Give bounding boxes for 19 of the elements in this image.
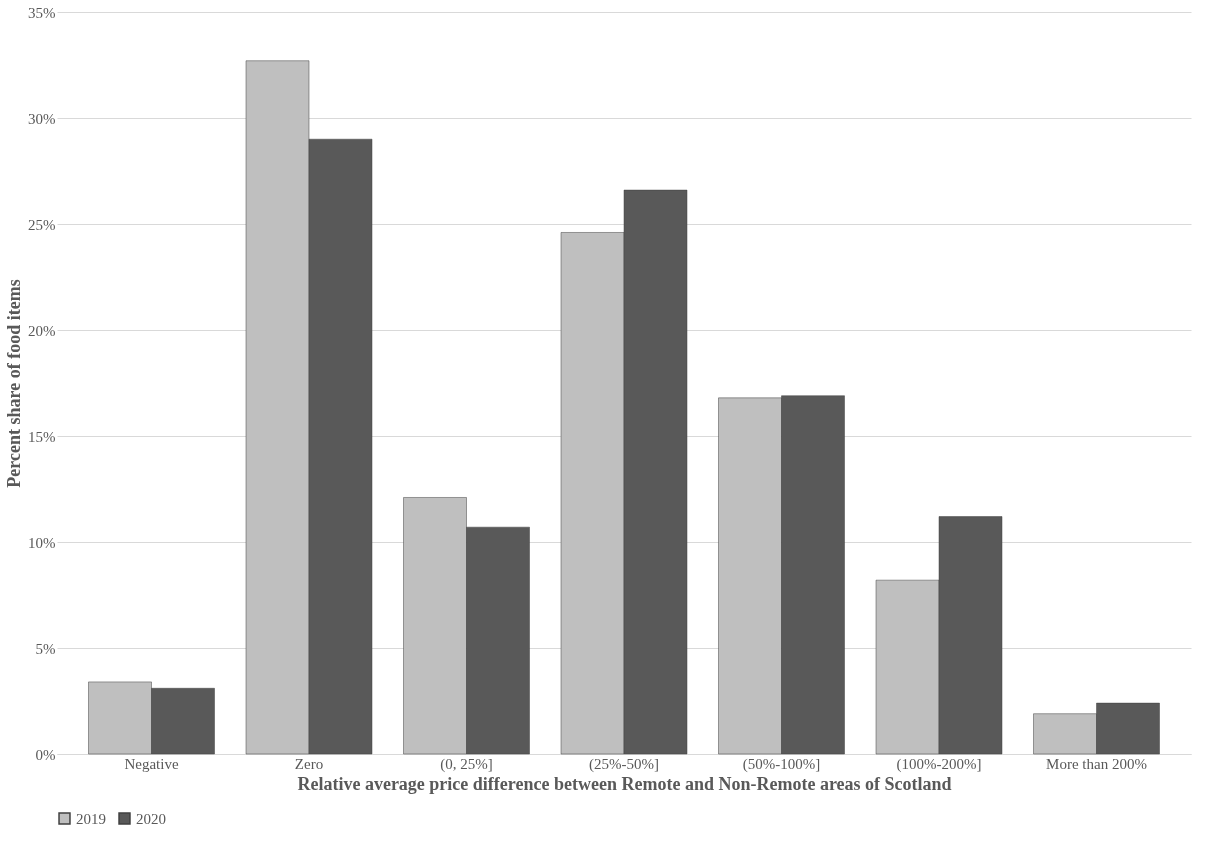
y-tick-label: 10% bbox=[28, 534, 56, 551]
x-tick-label: Zero bbox=[294, 755, 324, 772]
y-tick-label: 5% bbox=[35, 640, 56, 657]
y-axis-title: Percent share of food items bbox=[4, 279, 24, 488]
x-tick-label: (50%-100%] bbox=[742, 755, 821, 773]
y-tick-label: 15% bbox=[28, 428, 56, 445]
x-axis-title: Relative average price difference between Remote and Non-Remote areas of Scotland bbox=[297, 773, 952, 794]
x-tick-label: Negative bbox=[124, 755, 179, 772]
y-tick-label: 25% bbox=[28, 216, 56, 233]
x-tick-label: (100%-200%] bbox=[896, 755, 982, 773]
x-tick-label: More than 200% bbox=[1046, 755, 1147, 772]
legend-label: 2019 bbox=[76, 810, 106, 827]
y-tick-label: 30% bbox=[28, 110, 56, 127]
y-tick-label: 20% bbox=[28, 322, 56, 339]
x-tick-label: (0, 25%] bbox=[440, 755, 493, 773]
y-tick-label: 35% bbox=[28, 4, 56, 21]
y-tick-label: 0% bbox=[35, 746, 56, 763]
legend-label: 2020 bbox=[136, 810, 166, 827]
x-tick-label: (25%-50%] bbox=[589, 755, 659, 773]
